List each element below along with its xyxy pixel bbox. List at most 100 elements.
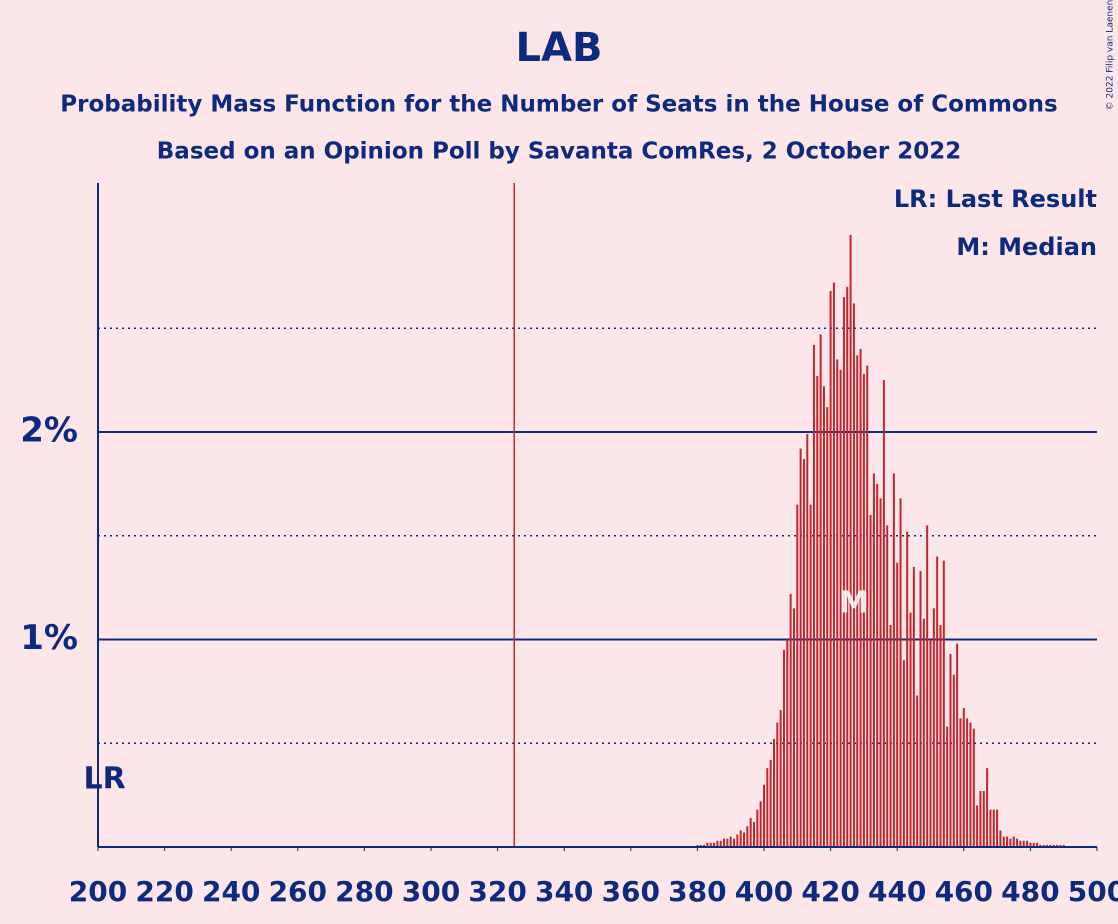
x-tick-label: 320 <box>468 875 526 908</box>
bar <box>956 643 959 847</box>
bar <box>753 822 756 847</box>
bar <box>1032 842 1035 847</box>
bar <box>916 695 919 847</box>
bar <box>966 718 969 847</box>
bar <box>816 375 819 847</box>
x-tick-label: 280 <box>335 875 393 908</box>
bar <box>979 790 982 847</box>
bar <box>922 618 925 847</box>
bar <box>796 504 799 847</box>
bar <box>846 286 849 847</box>
bar <box>989 809 992 847</box>
bar <box>782 649 785 847</box>
bar <box>969 722 972 847</box>
bar <box>723 838 726 847</box>
bar <box>739 830 742 847</box>
bar <box>776 722 779 847</box>
x-tick-label: 460 <box>935 875 993 908</box>
bar <box>1062 844 1065 847</box>
bar <box>876 483 879 847</box>
bar <box>862 373 865 847</box>
bar <box>1026 840 1029 847</box>
bar <box>986 768 989 847</box>
bar <box>842 297 845 847</box>
bar <box>886 525 889 847</box>
bar <box>856 355 859 847</box>
chart-title: LAB <box>516 25 603 71</box>
chart-subtitle: Based on an Opinion Poll by Savanta ComR… <box>157 139 961 165</box>
bar <box>999 830 1002 847</box>
bar <box>879 498 882 847</box>
bar <box>892 473 895 847</box>
bar <box>766 768 769 847</box>
bar <box>929 639 932 847</box>
x-tick-label: 360 <box>602 875 660 908</box>
bar <box>746 826 749 847</box>
bar <box>1052 844 1055 847</box>
bar <box>699 844 702 847</box>
chart-subtitle: Probability Mass Function for the Number… <box>60 92 1057 118</box>
bar <box>896 562 899 847</box>
y-tick-label: 2% <box>20 411 78 451</box>
bar <box>822 386 825 847</box>
bar <box>786 639 789 847</box>
bar <box>832 282 835 848</box>
median-label: M <box>839 586 869 621</box>
bar <box>909 612 912 847</box>
bar <box>996 809 999 847</box>
bar <box>982 790 985 847</box>
bar <box>1036 842 1039 847</box>
bar <box>942 560 945 847</box>
bar <box>772 739 775 847</box>
bar <box>919 571 922 847</box>
bar <box>1012 836 1015 847</box>
bar <box>1009 838 1012 847</box>
bar <box>946 726 949 847</box>
bar <box>902 660 905 847</box>
bar <box>779 710 782 847</box>
bar <box>882 380 885 847</box>
bar <box>972 728 975 847</box>
bar <box>826 407 829 847</box>
bar <box>1006 836 1009 847</box>
bar <box>889 624 892 847</box>
bar <box>872 473 875 847</box>
bar <box>696 844 699 847</box>
bar <box>719 840 722 847</box>
bar <box>1016 838 1019 847</box>
bar <box>852 303 855 848</box>
bar <box>1029 842 1032 847</box>
bar <box>839 369 842 847</box>
bar <box>926 525 929 847</box>
bar <box>726 838 729 847</box>
bar <box>709 842 712 847</box>
bar <box>992 809 995 847</box>
bar <box>703 844 706 847</box>
x-tick-label: 260 <box>269 875 327 908</box>
bar <box>1049 844 1052 847</box>
bar <box>952 674 955 847</box>
bar <box>939 624 942 847</box>
bar <box>906 531 909 847</box>
bar <box>1059 844 1062 847</box>
bar <box>959 718 962 847</box>
x-tick-label: 380 <box>668 875 726 908</box>
x-tick-label: 400 <box>735 875 793 908</box>
bar <box>1039 844 1042 847</box>
x-tick-label: 420 <box>801 875 859 908</box>
bar <box>866 365 869 847</box>
bar <box>1019 840 1022 847</box>
bar <box>1046 844 1049 847</box>
bar <box>1002 836 1005 847</box>
y-tick-label: 1% <box>20 618 78 658</box>
bar <box>912 566 915 847</box>
bar <box>729 836 732 847</box>
x-tick-label: 240 <box>202 875 260 908</box>
bar <box>932 608 935 847</box>
bar <box>859 349 862 847</box>
bar <box>812 344 815 847</box>
bar <box>819 334 822 848</box>
bar <box>733 838 736 847</box>
